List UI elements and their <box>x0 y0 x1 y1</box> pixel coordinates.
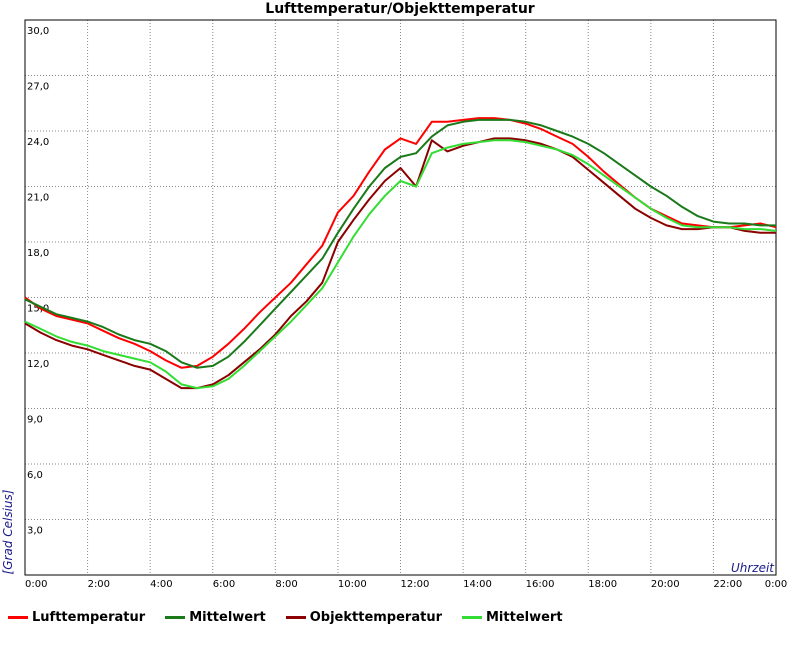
x-axis-ticks: 0:00 2:00 4:00 6:00 8:00 10:00 12:00 14:00 16:00… <box>25 579 787 590</box>
legend-label: Mittelwert <box>486 609 563 625</box>
legend-item-2: Mittelwert <box>165 610 266 625</box>
x-tick-label: 0:00 <box>765 579 787 590</box>
y-tick-label: 24,0 <box>27 137 49 148</box>
chart-title: Lufttemperatur/Objekttemperatur <box>265 1 535 17</box>
chart-series <box>24 117 777 390</box>
chart-grid <box>25 19 776 575</box>
x-tick-label: 22:00 <box>713 579 742 590</box>
x-tick-label: 4:00 <box>150 579 172 590</box>
legend-item-3: Objekttemperatur <box>285 609 442 625</box>
y-tick-label: 30,0 <box>27 26 49 37</box>
legend-label: Lufttemperatur <box>32 609 146 625</box>
series-line-4 <box>24 139 777 390</box>
y-tick-label: 18,0 <box>27 248 49 259</box>
legend-label: Objekttemperatur <box>309 609 442 625</box>
legend-swatch <box>8 615 28 619</box>
legend-swatch <box>165 615 186 619</box>
x-tick-label: 16:00 <box>526 579 555 590</box>
x-tick-label: 10:00 <box>338 579 367 590</box>
x-tick-label: 14:00 <box>463 579 492 590</box>
y-tick-label: 6,0 <box>27 470 43 481</box>
y-tick-label: 15,0 <box>27 304 49 315</box>
y-tick-label: 12,0 <box>27 359 49 370</box>
legend-swatch <box>462 615 482 619</box>
legend-swatch <box>285 615 306 619</box>
x-axis-label: Uhrzeit <box>731 561 775 575</box>
x-tick-label: 18:00 <box>588 579 617 590</box>
legend-item-1: Lufttemperatur <box>8 610 145 625</box>
chart-legend: Lufttemperatur Mittelwert Objekttemperatur… <box>8 606 583 628</box>
y-tick-label: 3,0 <box>27 526 43 537</box>
y-tick-label: 9,0 <box>27 415 43 426</box>
x-tick-label: 8:00 <box>275 579 297 590</box>
series-line-2 <box>24 118 776 369</box>
x-tick-label: 2:00 <box>88 579 110 590</box>
y-tick-label: 27,0 <box>27 82 49 93</box>
x-tick-label: 20:00 <box>651 579 680 590</box>
legend-item-4: Mittelwert <box>462 610 563 625</box>
x-tick-label: 12:00 <box>401 579 430 590</box>
legend-label: Mittelwert <box>189 609 266 625</box>
x-tick-label: 0:00 <box>25 579 47 590</box>
y-axis-ticks: 3,0 6,0 9,0 12,0 15,0 18,0 21,0 24,0 27,0 30,0 <box>27 26 49 537</box>
x-tick-label: 6:00 <box>213 579 235 590</box>
y-axis-label: [Grad Celsius] <box>1 489 15 574</box>
y-tick-label: 21,0 <box>27 193 49 204</box>
series-line-3 <box>24 137 776 390</box>
